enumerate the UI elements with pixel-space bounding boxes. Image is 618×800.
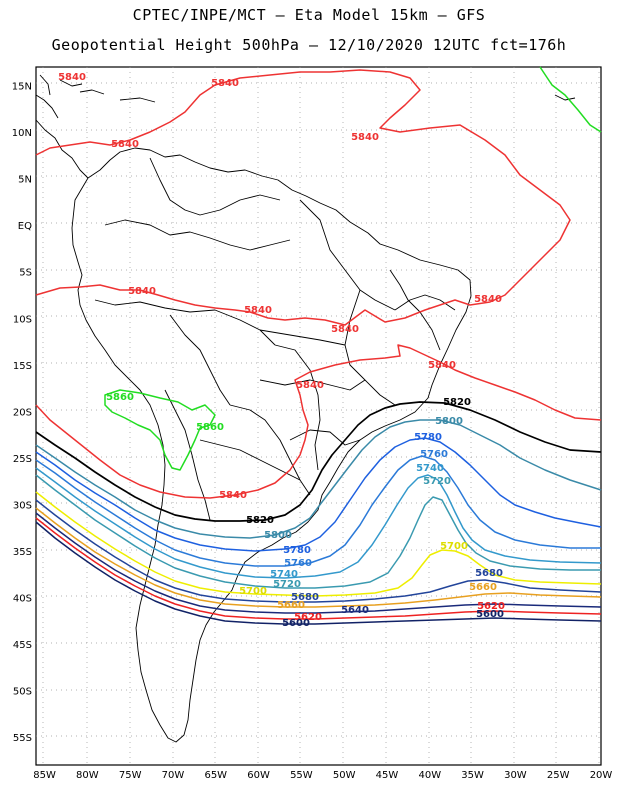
contour-label-5620: 5620 (294, 612, 322, 623)
lat-tick-label: 30S (13, 500, 32, 511)
contour-label-5780: 5780 (283, 545, 311, 556)
contour-label-5820: 5820 (246, 515, 274, 526)
contour-label-5720: 5720 (423, 476, 451, 487)
contour-5840-north (35, 69, 571, 326)
contour-label-5600: 5600 (476, 609, 504, 620)
contour-label-5680: 5680 (291, 592, 319, 603)
contour-label-5840: 5840 (351, 132, 379, 143)
contour-label-5660: 5660 (277, 600, 305, 611)
lon-tick-label: 75W (119, 770, 142, 781)
contour-5740 (35, 467, 602, 579)
lat-tick-label: 5N (18, 175, 32, 186)
contour-label-5700: 5700 (440, 541, 468, 552)
longitude-ticks: 85W 80W 75W 70W 65W 60W 55W 50W 45W 40W 35W 30W 25W 2… (33, 770, 612, 781)
contour-5680 (35, 499, 602, 603)
lat-tick-label: 15S (13, 361, 32, 372)
lat-tick-label: 45S (13, 640, 32, 651)
lat-tick-label: 25S (13, 454, 32, 465)
contour-label-5840: 5840 (128, 286, 156, 297)
contour-5860-ne (539, 66, 602, 133)
contour-5700 (35, 491, 602, 597)
contour-label-5840: 5840 (296, 380, 324, 391)
lon-tick-label: 40W (418, 770, 441, 781)
map-subtitle: Geopotential Height 500hPa – 12/10/2020 … (51, 36, 567, 54)
contour-label-5740: 5740 (270, 569, 298, 580)
contour-5780 (35, 437, 602, 552)
contour-5820 (35, 401, 602, 522)
lat-tick-label: 10S (13, 314, 32, 325)
lon-tick-label: 55W (290, 770, 313, 781)
contour-label-5840: 5840 (428, 360, 456, 371)
lat-tick-label: 50S (13, 687, 32, 698)
map-frame (35, 66, 602, 766)
contour-label-5820: 5820 (443, 397, 471, 408)
contour-5720 (35, 474, 601, 589)
lat-tick-label: 5S (19, 268, 32, 279)
lon-tick-label: 80W (76, 770, 99, 781)
lon-tick-label: 20W (590, 770, 613, 781)
lon-tick-label: 30W (504, 770, 527, 781)
contour-label-5680: 5680 (475, 568, 503, 579)
contour-5800 (35, 419, 602, 539)
contour-label-5840: 5840 (211, 78, 239, 89)
lon-tick-label: 50W (333, 770, 356, 781)
contour-lines (35, 66, 602, 625)
contour-labels: 5840 5840 5840 5840 5840 5840 5840 5840 5840 5840… (58, 72, 505, 629)
contour-label-5840: 5840 (219, 490, 247, 501)
contour-5600 (35, 521, 602, 625)
contour-label-5760: 5760 (420, 449, 448, 460)
contour-label-5600: 5600 (282, 618, 310, 629)
contour-label-5740: 5740 (416, 463, 444, 474)
contour-label-5800: 5800 (435, 416, 463, 427)
lat-tick-label: EQ (18, 221, 32, 232)
contour-label-5720: 5720 (273, 579, 301, 590)
contour-5640 (35, 512, 602, 614)
lon-tick-label: 65W (204, 770, 227, 781)
contour-label-5760: 5760 (284, 558, 312, 569)
contour-label-5860: 5860 (196, 422, 224, 433)
lon-tick-label: 60W (247, 770, 270, 781)
contour-5660 (35, 507, 602, 608)
contour-label-5660: 5660 (469, 582, 497, 593)
lon-tick-label: 70W (162, 770, 185, 781)
contour-label-5860: 5860 (106, 392, 134, 403)
map-title: CPTEC/INPE/MCT – Eta Model 15km – GFS (132, 6, 486, 24)
contour-label-5840: 5840 (58, 72, 86, 83)
contour-5840-mid (35, 344, 602, 499)
lon-tick-label: 25W (547, 770, 570, 781)
lat-tick-label: 55S (13, 733, 32, 744)
contour-5620 (35, 517, 602, 620)
lat-tick-label: 15N (12, 82, 32, 93)
lat-tick-label: 40S (13, 593, 32, 604)
lat-tick-label: 10N (12, 128, 32, 139)
contour-label-5620: 5620 (477, 601, 505, 612)
lon-tick-label: 45W (376, 770, 399, 781)
contour-label-5640: 5640 (341, 605, 369, 616)
contour-label-5840: 5840 (474, 294, 502, 305)
coastlines (35, 74, 576, 743)
latitude-ticks: 15N 10N 5N EQ 5S 10S 15S 20S 25S 30S 35S 40S 45S 50S 5… (12, 82, 32, 744)
contour-label-5840: 5840 (331, 324, 359, 335)
lat-tick-label: 35S (13, 547, 32, 558)
contour-label-5700: 5700 (239, 586, 267, 597)
lon-tick-label: 85W (33, 770, 56, 781)
contour-5760 (35, 455, 601, 567)
contour-label-5800: 5800 (264, 530, 292, 541)
contour-label-5840: 5840 (244, 305, 272, 316)
lat-tick-label: 20S (13, 407, 32, 418)
lon-tick-label: 35W (461, 770, 484, 781)
contour-label-5780: 5780 (414, 432, 442, 443)
contour-label-5840: 5840 (111, 139, 139, 150)
contour-5860 (104, 389, 216, 471)
